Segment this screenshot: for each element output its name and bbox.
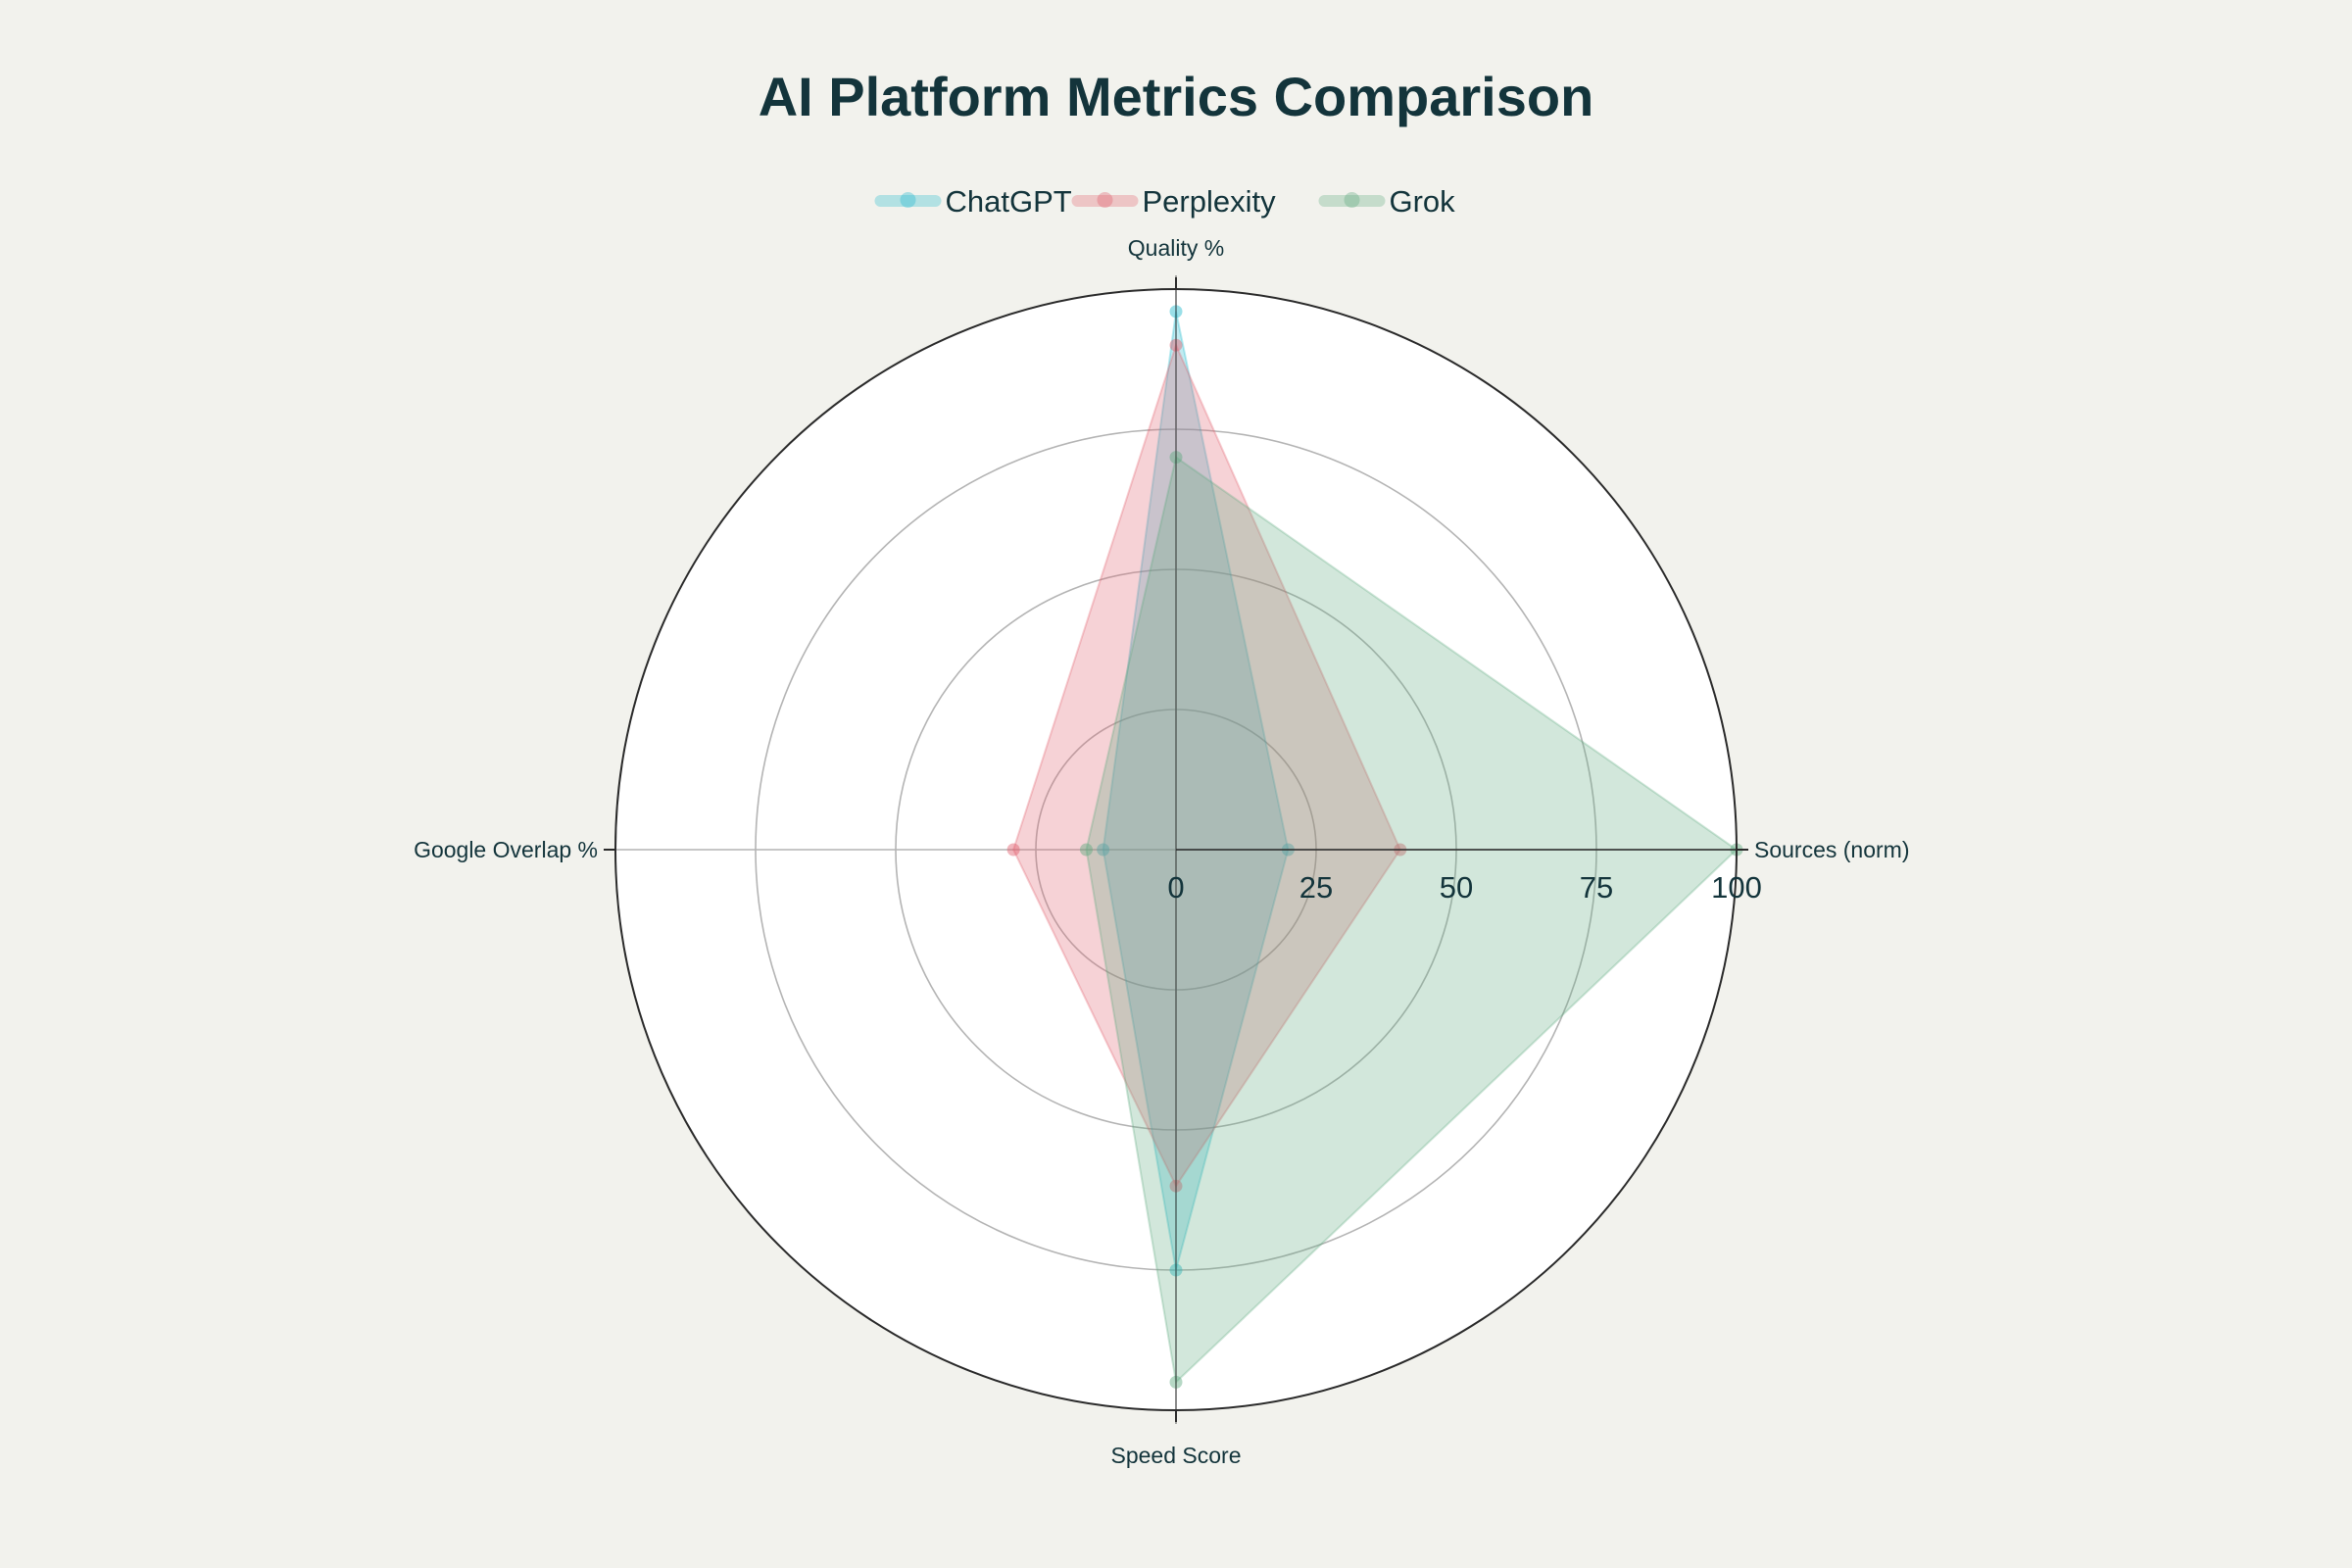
radial-tick-label-0: 0: [1167, 870, 1184, 905]
legend: ChatGPT Perplexity Grok: [874, 184, 1456, 219]
axis-label-0: Quality %: [1128, 235, 1224, 261]
axis-label-2: Speed Score: [1111, 1443, 1242, 1468]
radial-tick-label-100: 100: [1711, 870, 1762, 905]
radial-tick-label-50: 50: [1440, 870, 1473, 905]
data-point-perplexity-3: [1006, 843, 1020, 857]
legend-item-grok: Grok: [1318, 184, 1456, 219]
radial-tick-label-75: 75: [1580, 870, 1613, 905]
legend-marker-perplexity: [1097, 192, 1113, 208]
data-point-chatgpt-3: [1097, 843, 1110, 857]
axis-label-1: Sources (norm): [1754, 837, 1909, 862]
legend-marker-chatgpt: [900, 192, 916, 208]
chart-title: AI Platform Metrics Comparison: [759, 66, 1594, 127]
plot-area: 0 25 50 75 100 Quality % Sources (norm) Speed S…: [414, 235, 1909, 1468]
legend-item-perplexity: Perplexity: [1071, 184, 1277, 219]
legend-item-chatgpt: ChatGPT: [874, 184, 1072, 219]
data-point-grok-3: [1079, 843, 1093, 857]
radial-tick-label-25: 25: [1299, 870, 1333, 905]
axis-label-3: Google Overlap %: [414, 837, 598, 862]
legend-label-grok: Grok: [1390, 184, 1456, 219]
legend-label-chatgpt: ChatGPT: [946, 184, 1072, 219]
legend-marker-grok: [1344, 192, 1360, 208]
legend-label-perplexity: Perplexity: [1143, 184, 1277, 219]
